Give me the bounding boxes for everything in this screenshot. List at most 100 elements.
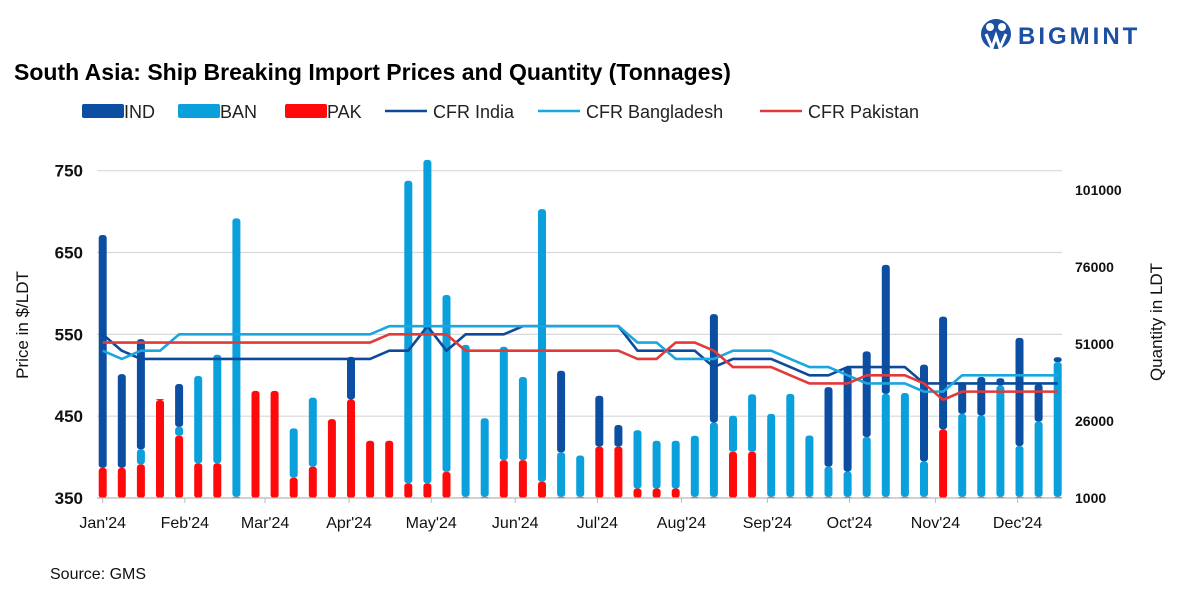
bar-ban bbox=[805, 435, 814, 497]
line-cfr-bangladesh bbox=[102, 324, 1058, 393]
bar-pak bbox=[499, 460, 508, 498]
bar-ind bbox=[939, 316, 948, 430]
bar-ban bbox=[442, 295, 451, 472]
source-note: Source: GMS bbox=[50, 566, 146, 583]
bar-ban bbox=[709, 422, 718, 497]
x-tick-label: Aug'24 bbox=[657, 515, 706, 532]
bar-ban bbox=[576, 455, 585, 497]
right-tick-label: 101000 bbox=[1075, 182, 1122, 198]
bar-ind bbox=[614, 425, 623, 447]
right-tick-label: 76000 bbox=[1075, 259, 1114, 275]
bar-ind bbox=[557, 370, 566, 453]
bar-pak bbox=[251, 390, 260, 498]
x-tick-label: Apr'24 bbox=[326, 515, 372, 532]
bar-ban bbox=[786, 393, 795, 497]
legend-label: BAN bbox=[220, 102, 257, 122]
bar-ban bbox=[652, 440, 661, 489]
bar-ban bbox=[996, 385, 1005, 497]
bar-pak bbox=[213, 463, 222, 498]
bar-ban bbox=[404, 180, 413, 484]
logo-text: BIGMINT bbox=[1018, 23, 1140, 50]
bar-pak bbox=[117, 467, 126, 498]
bar-ban bbox=[480, 418, 489, 497]
bar-ban bbox=[213, 354, 222, 464]
bar-pak bbox=[385, 440, 394, 498]
bar-ind bbox=[920, 364, 928, 462]
bar-pak bbox=[442, 471, 451, 498]
bar-pak bbox=[136, 464, 145, 498]
bar-ind bbox=[958, 382, 967, 414]
bar-pak bbox=[347, 399, 355, 498]
legend-label: CFR Pakistan bbox=[808, 102, 919, 122]
bar-pak bbox=[614, 446, 623, 498]
bar-ind bbox=[862, 351, 871, 438]
bar-ban bbox=[958, 413, 967, 497]
bar-pak bbox=[404, 483, 413, 498]
bar-pak bbox=[308, 466, 317, 498]
bar-ind bbox=[347, 356, 355, 400]
bar-ind bbox=[843, 367, 852, 472]
x-tick-label: Nov'24 bbox=[911, 515, 960, 532]
left-tick-label: 750 bbox=[55, 162, 83, 181]
bar-ban bbox=[194, 376, 203, 464]
x-tick-label: Jul'24 bbox=[577, 515, 618, 532]
bar-ban bbox=[862, 437, 871, 497]
x-tick-label: Feb'24 bbox=[161, 515, 210, 532]
left-tick-label: 450 bbox=[55, 407, 83, 426]
bar-ind bbox=[156, 399, 164, 401]
legend-label: CFR India bbox=[433, 102, 515, 122]
bar-ban bbox=[690, 435, 699, 497]
right-tick-label: 26000 bbox=[1075, 413, 1114, 429]
legend-label: CFR Bangladesh bbox=[586, 102, 723, 122]
bar-pak bbox=[671, 488, 680, 498]
bar-pak bbox=[538, 481, 546, 498]
bar-ind bbox=[1034, 384, 1043, 422]
chart-title: South Asia: Ship Breaking Import Prices … bbox=[14, 59, 731, 85]
bar-pak bbox=[194, 463, 203, 498]
bar-ban bbox=[824, 466, 833, 497]
legend-swatch bbox=[178, 104, 220, 118]
right-tick-label: 1000 bbox=[1075, 490, 1106, 506]
bar-ban bbox=[633, 430, 642, 489]
bar-ind bbox=[1053, 357, 1062, 363]
bar-pak bbox=[939, 429, 948, 498]
x-tick-label: Oct'24 bbox=[827, 515, 873, 532]
bar-ban bbox=[308, 397, 317, 467]
bar-ind bbox=[881, 264, 890, 394]
legend-swatch bbox=[285, 104, 327, 118]
bar-ind bbox=[977, 376, 986, 416]
bar-pak bbox=[156, 400, 164, 498]
right-axis-title: Quantity in LDT bbox=[1147, 263, 1166, 381]
bar-ban bbox=[767, 413, 776, 497]
bar-ind bbox=[175, 384, 184, 427]
bigmint-logo: BIGMINT bbox=[981, 19, 1140, 53]
bar-ban bbox=[977, 415, 986, 497]
bar-ban bbox=[748, 394, 757, 452]
bar-ban bbox=[843, 471, 852, 497]
bar-ban bbox=[671, 440, 680, 489]
bar-ind bbox=[117, 374, 126, 468]
line-cfr-pakistan bbox=[102, 333, 1058, 402]
bar-ban bbox=[920, 461, 928, 497]
left-tick-label: 350 bbox=[55, 489, 83, 508]
bar-ind bbox=[595, 395, 604, 447]
bar-pak bbox=[270, 390, 279, 498]
bars bbox=[98, 159, 1062, 498]
x-tick-label: Jan'24 bbox=[79, 515, 126, 532]
x-tick-label: Jun'24 bbox=[492, 515, 539, 532]
bar-pak bbox=[98, 467, 107, 498]
bar-pak bbox=[175, 435, 184, 498]
x-tick-label: Mar'24 bbox=[241, 515, 290, 532]
bar-ban bbox=[1015, 445, 1024, 497]
bar-ban bbox=[423, 159, 432, 484]
legend-swatch bbox=[82, 104, 124, 118]
bar-pak bbox=[327, 419, 336, 498]
bar-ban bbox=[289, 428, 298, 478]
bar-pak bbox=[423, 483, 432, 498]
bar-ban bbox=[881, 393, 890, 497]
bar-ban bbox=[557, 452, 566, 497]
left-tick-label: 650 bbox=[55, 244, 83, 263]
bar-pak bbox=[633, 488, 642, 498]
bar-pak bbox=[729, 451, 737, 498]
left-axis-title: Price in $/LDT bbox=[13, 271, 32, 379]
